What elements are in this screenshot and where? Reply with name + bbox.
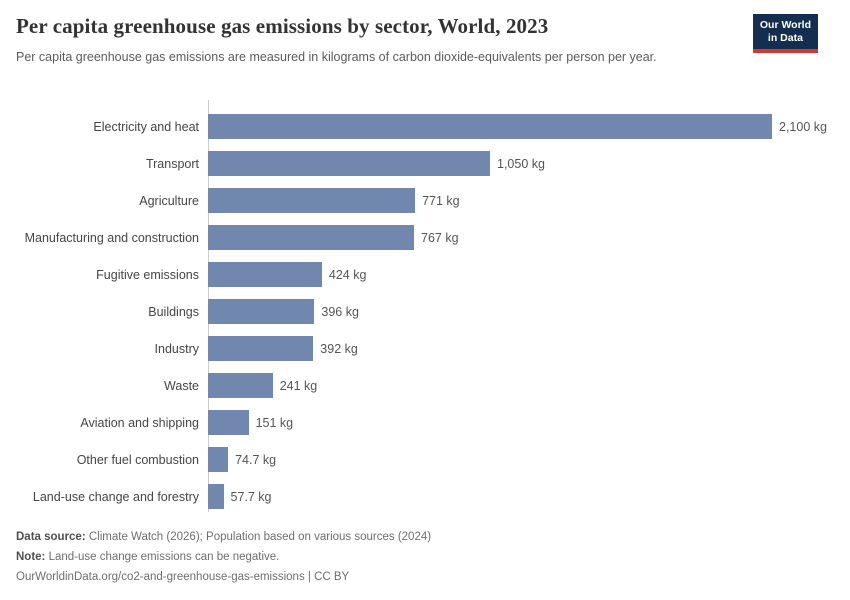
value-label: 392 kg (320, 341, 358, 356)
bar[interactable] (208, 188, 416, 213)
url-license-line[interactable]: OurWorldinData.org/co2-and-greenhouse-ga… (16, 571, 350, 583)
bar[interactable] (208, 447, 229, 472)
page-title: Per capita greenhouse gas emissions by s… (16, 14, 549, 38)
chart-row: Agriculture 771 kg (8, 182, 828, 219)
chart-subtitle: Per capita greenhouse gas emissions are … (16, 50, 657, 64)
value-label: 151 kg (255, 415, 294, 430)
bar[interactable] (208, 114, 772, 139)
bar[interactable] (208, 225, 414, 250)
chart-row: Land-use change and forestry 57.7 kg (8, 478, 828, 515)
note-text: Land-use change emissions can be negativ… (45, 551, 280, 563)
bar[interactable] (208, 484, 224, 509)
chart-row: Transport 1,050 kg (8, 145, 828, 182)
bar-area: 424 kg (208, 256, 828, 293)
bar[interactable] (208, 151, 490, 176)
owid-logo-line2: in Data (767, 32, 803, 44)
category-label: Aviation and shipping (80, 415, 199, 430)
chart-row: Industry 392 kg (8, 330, 828, 367)
bar-area: 57.7 kg (208, 478, 828, 515)
value-label: 57.7 kg (230, 489, 272, 504)
value-label: 396 kg (321, 304, 359, 319)
category-label: Buildings (148, 304, 199, 319)
value-label: 424 kg (328, 267, 367, 282)
chart-row: Aviation and shipping 151 kg (8, 404, 828, 441)
category-label: Electricity and heat (93, 119, 199, 134)
bar-chart: Electricity and heat 2,100 kg Transport … (8, 100, 828, 512)
bar-area: 767 kg (208, 219, 828, 256)
category-label: Other fuel combustion (76, 452, 199, 467)
chart-rows: Electricity and heat 2,100 kg Transport … (8, 108, 828, 515)
value-label: 771 kg (422, 193, 460, 208)
value-label: 2,100 kg (779, 119, 827, 134)
data-source-text: Climate Watch (2026); Population based o… (85, 531, 432, 543)
owid-logo-line1: Our World (759, 19, 811, 31)
bar[interactable] (208, 336, 314, 361)
note-label: Note: (16, 551, 46, 563)
chart-row: Fugitive emissions 424 kg (8, 256, 828, 293)
data-source-line: Data source: Climate Watch (2026); Popul… (16, 527, 834, 547)
category-label: Industry (154, 341, 199, 356)
bar[interactable] (208, 299, 315, 324)
chart-row: Other fuel combustion 74.7 kg (8, 441, 828, 478)
category-label: Fugitive emissions (96, 267, 199, 282)
category-label: Transport (145, 156, 199, 171)
category-label: Agriculture (139, 193, 199, 208)
bar-area: 151 kg (208, 404, 828, 441)
bar[interactable] (208, 262, 322, 287)
chart-row: Buildings 396 kg (8, 293, 828, 330)
category-label: Waste (164, 378, 199, 393)
bar[interactable] (208, 410, 249, 435)
bar-area: 1,050 kg (208, 145, 828, 182)
bar-area: 392 kg (208, 330, 828, 367)
chart-row: Manufacturing and construction 767 kg (8, 219, 828, 256)
value-label: 1,050 kg (497, 156, 545, 171)
bar-area: 241 kg (208, 367, 828, 404)
data-source-label: Data source: (16, 531, 86, 543)
value-label: 767 kg (421, 230, 459, 245)
bar-area: 771 kg (208, 182, 828, 219)
chart-row: Electricity and heat 2,100 kg (8, 108, 828, 145)
bar-area: 2,100 kg (208, 108, 828, 145)
bar-area: 396 kg (208, 293, 828, 330)
category-label: Land-use change and forestry (32, 489, 199, 504)
category-label: Manufacturing and construction (24, 230, 199, 245)
value-label: 74.7 kg (235, 452, 277, 467)
owid-logo: Our World in Data (752, 14, 818, 53)
note-line: Note: Land-use change emissions can be n… (16, 547, 834, 567)
chart-footer: Data source: Climate Watch (2026); Popul… (16, 527, 834, 587)
chart-header: Per capita greenhouse gas emissions by s… (16, 14, 834, 66)
bar[interactable] (208, 373, 273, 398)
chart-row: Waste 241 kg (8, 367, 828, 404)
value-label: 241 kg (279, 378, 318, 393)
bar-area: 74.7 kg (208, 441, 828, 478)
